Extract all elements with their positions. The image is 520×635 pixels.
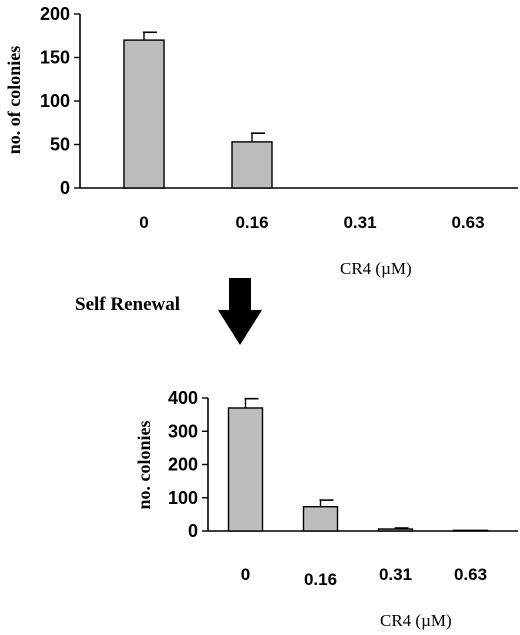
chart-bottom-category-label: 0.16 [304,570,337,589]
chart-bottom-bar [452,529,489,532]
chart-bottom-ytick-label: 0 [188,521,198,541]
chart-bottom-ytick-label: 200 [168,455,198,475]
chart-bottom-ytick-label: 400 [168,388,198,408]
chart-bottom-ytick-label: 300 [168,421,198,441]
self-renewal-annotation: Self Renewal [75,278,262,345]
chart-bottom-bar [302,506,339,532]
chart-top-bar [123,39,165,189]
chart-top-ylabel: no. of colonies [4,46,24,155]
chart-top-ytick-label: 150 [40,48,70,68]
chart-top-bar [231,141,273,189]
chart-bottom-ytick-label: 100 [168,488,198,508]
chart-bottom-bar [377,528,414,532]
chart-bottom-marks: 0 100 200 300 400 0 0.16 0.31 0.63 [168,388,518,589]
chart-top-category-label: 0 [139,213,148,232]
down-arrow-icon [218,278,262,345]
chart-bottom-category-label: 0 [241,565,250,584]
chart-top-ytick-label: 0 [60,178,70,198]
chart-bottom-xlabel: CR4 (µM) [380,611,452,630]
chart-top-ytick-label: 200 [40,4,70,24]
chart-bottom-bar [227,407,264,532]
chart-top-marks: 0 50 100 150 200 0 0.16 0.31 0.63 [40,4,518,232]
chart-bottom-category-label: 0.63 [454,565,487,584]
chart-top-ytick-label: 100 [40,91,70,111]
chart-top-xlabel: CR4 (µM) [340,259,412,278]
chart-top: 0 50 100 150 200 0 0.16 0.31 0.63 no. of colonie… [4,4,518,278]
chart-top-ytick-label: 50 [50,135,70,155]
chart-top-category-label: 0.63 [451,213,484,232]
chart-bottom-ylabel: no. colonies [134,420,154,509]
chart-bottom-category-label: 0.31 [379,565,412,584]
self-renewal-label: Self Renewal [75,294,180,315]
chart-top-category-label: 0.31 [343,213,376,232]
chart-top-category-label: 0.16 [235,213,268,232]
